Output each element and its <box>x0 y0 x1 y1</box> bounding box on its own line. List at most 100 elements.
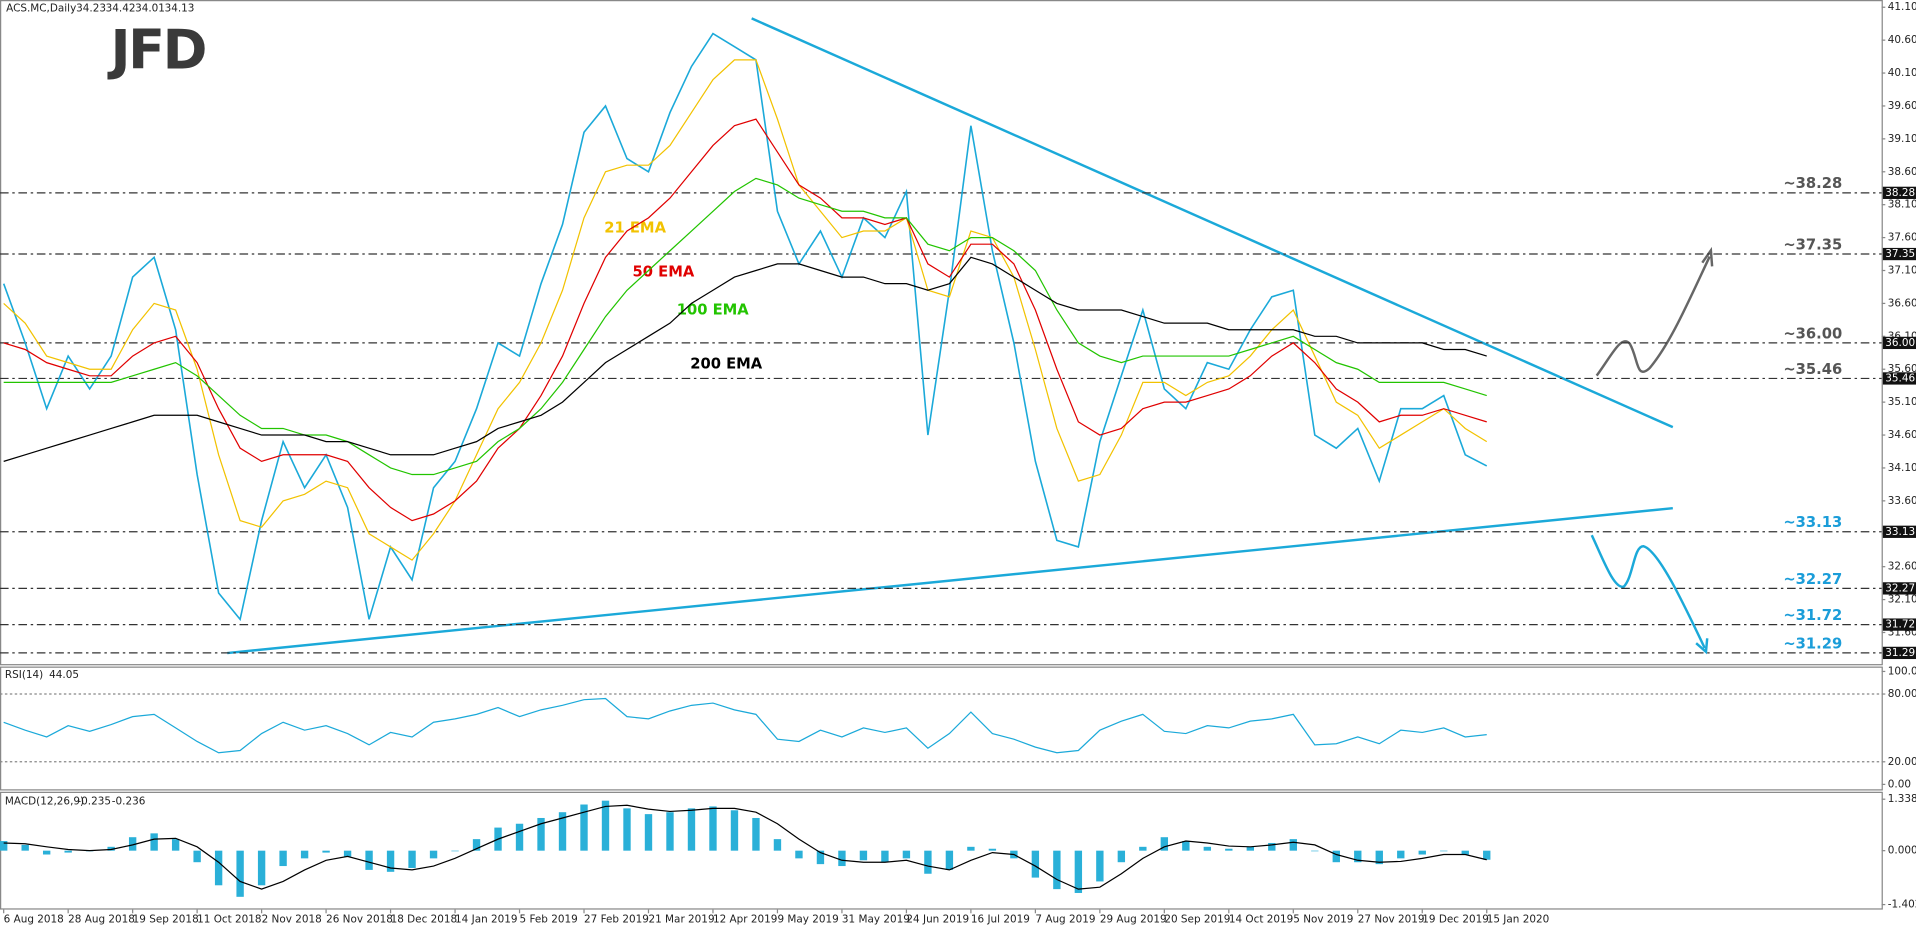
y-tick-label: 40.10 <box>1888 67 1916 79</box>
macd-bar <box>537 817 545 851</box>
macd-bar <box>257 850 266 886</box>
macd-bar <box>580 804 588 851</box>
x-tick-label: 14 Oct 2019 <box>1229 913 1293 925</box>
macd-bar <box>1332 850 1340 863</box>
x-tick-label: 27 Nov 2019 <box>1358 913 1425 925</box>
macd-bar <box>214 850 223 886</box>
y-tick-label: 33.60 <box>1888 495 1916 507</box>
arrow-up-head <box>1701 246 1714 267</box>
signal-last: -0.236 <box>112 796 146 808</box>
macd-bar <box>1160 837 1169 851</box>
y-tick-label: 36.60 <box>1888 297 1916 309</box>
macd-bar <box>343 850 352 857</box>
macd-bar <box>752 817 760 851</box>
y-tick-label: 36.10 <box>1888 330 1916 342</box>
arrow-down <box>1590 534 1706 649</box>
macd-bar <box>773 839 782 851</box>
open: 34.23 <box>76 3 106 15</box>
level-label: ~35.46 <box>1783 361 1842 378</box>
macd-bar <box>1461 850 1469 855</box>
macd-bar <box>0 841 8 851</box>
macd-bar <box>1397 850 1405 859</box>
macd-last: -0.235 <box>77 796 111 808</box>
x-tick-label: 31 May 2019 <box>842 913 910 925</box>
x-tick-label: 11 Oct 2018 <box>197 913 261 925</box>
macd-bar <box>322 850 330 853</box>
y-tick-label: 32.60 <box>1888 561 1916 573</box>
y-tick-label: 1.338 <box>1888 793 1916 805</box>
macd-bar <box>150 833 158 851</box>
y-tick-label: 39.60 <box>1888 100 1916 112</box>
price-line <box>2 32 1488 622</box>
macd-bar <box>730 810 739 851</box>
level-label: ~33.13 <box>1783 514 1842 531</box>
x-tick-label: 9 May 2019 <box>777 913 838 925</box>
x-tick-label: 6 Aug 2018 <box>4 913 64 925</box>
macd-bar <box>1246 846 1254 851</box>
macd-bar <box>42 850 51 855</box>
x-tick-label: 19 Dec 2019 <box>1422 913 1489 925</box>
y-tick-label: 37.10 <box>1888 265 1916 277</box>
level-axis-label: 37.35 <box>1885 248 1915 260</box>
x-tick-label: 27 Feb 2019 <box>584 913 649 925</box>
x-tick-label: 5 Feb 2019 <box>520 913 578 925</box>
macd-bar <box>988 848 997 851</box>
macd-bar <box>21 844 29 851</box>
macd-bar <box>1311 850 1319 852</box>
y-tick-label: 37.60 <box>1888 232 1916 244</box>
macd-bar <box>64 850 72 853</box>
macd-bar <box>1483 850 1491 860</box>
macd-bar <box>472 839 481 851</box>
macd-bar <box>386 850 395 872</box>
y-tick-label: 0.00 <box>1888 778 1911 790</box>
ema-line <box>3 59 1488 561</box>
level-axis-label: 38.28 <box>1885 187 1915 199</box>
y-tick-label: 34.60 <box>1888 429 1916 441</box>
macd-bar <box>687 808 696 851</box>
logo: JFD <box>107 19 206 82</box>
y-tick-label: 100.00 <box>1888 665 1916 677</box>
level-box <box>1882 186 1916 199</box>
y-tick-label: 80.00 <box>1888 688 1916 700</box>
x-tick-label: 15 Jan 2020 <box>1487 913 1550 925</box>
high: 34.42 <box>106 3 136 15</box>
macd-bar <box>1268 842 1276 851</box>
level-box <box>1882 525 1916 538</box>
x-tick-label: 16 Jul 2019 <box>971 913 1030 925</box>
macd-bar <box>1418 850 1426 855</box>
y-tick-label: 34.10 <box>1888 462 1916 474</box>
x-tick-label: 26 Nov 2018 <box>326 913 393 925</box>
level-box <box>1882 336 1916 350</box>
x-tick-label: 2 Nov 2018 <box>262 913 322 925</box>
level-label: ~31.29 <box>1783 635 1842 652</box>
rsi-line <box>3 697 1487 754</box>
ema-label: 50 EMA <box>633 264 695 281</box>
level-box <box>1882 372 1916 385</box>
x-tick-label: 19 Sep 2018 <box>133 913 199 925</box>
arrow-down-head <box>1695 638 1709 655</box>
y-tick-label: 32.10 <box>1888 594 1916 606</box>
level-axis-label: 35.46 <box>1885 372 1915 384</box>
chart-title: ACS.MC,Daily <box>6 3 76 15</box>
macd-bar <box>300 850 309 859</box>
level-label: ~37.35 <box>1783 236 1842 253</box>
macd-bar <box>279 850 287 867</box>
level-axis-label: 31.72 <box>1885 619 1915 631</box>
macd-bar <box>902 850 911 859</box>
macd-bar <box>1225 848 1233 851</box>
macd-bar <box>1117 850 1126 863</box>
y-tick-label: 38.10 <box>1888 199 1916 211</box>
y-tick-label: 38.60 <box>1888 166 1916 178</box>
y-tick-label: 0.000 <box>1888 845 1916 857</box>
macd-bar <box>128 837 137 851</box>
ema-line <box>3 177 1487 476</box>
level-box <box>1882 618 1916 631</box>
x-tick-label: 7 Aug 2019 <box>1035 913 1095 925</box>
macd-bar <box>945 850 954 870</box>
macd-bar <box>924 850 932 874</box>
ema-line <box>3 256 1487 462</box>
macd-bar <box>795 850 803 859</box>
macd-bar <box>881 850 889 863</box>
